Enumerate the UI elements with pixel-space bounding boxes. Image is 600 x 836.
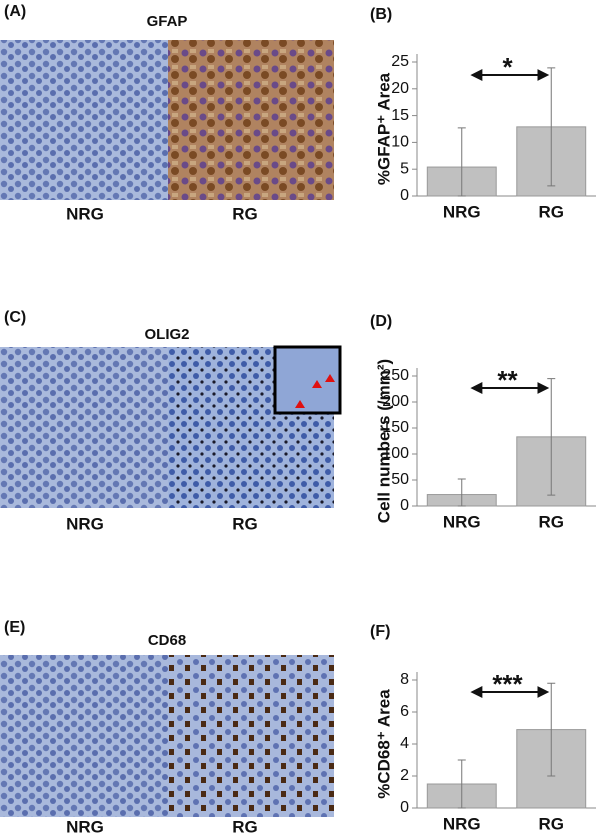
error-bar (457, 759, 466, 809)
y-tick-label: 250 (382, 367, 409, 384)
panel-label: (A) (4, 3, 26, 20)
x-tick-label: NRG (443, 512, 481, 531)
y-tick-label: 0 (400, 187, 409, 204)
error-bar (547, 378, 556, 496)
x-tick-label: RG (539, 512, 565, 531)
y-tick-label: 200 (382, 393, 409, 410)
error-bar (457, 127, 466, 197)
image-label: NRG (66, 514, 104, 533)
image-label: NRG (66, 817, 104, 836)
significance: *** (492, 669, 523, 699)
image-label: RG (232, 514, 258, 533)
y-tick-label: 8 (400, 671, 409, 688)
significance: ** (497, 365, 518, 395)
y-axis-label: %CD68⁺ Area (374, 689, 393, 799)
error-bar (457, 478, 466, 507)
panel-label: (C) (4, 309, 26, 326)
y-tick-label: 5 (400, 160, 409, 177)
y-tick-label: 2 (400, 767, 409, 784)
y-tick-label: 100 (382, 445, 409, 462)
micrograph (0, 40, 168, 200)
image-label: NRG (66, 204, 104, 223)
y-axis-label: Cell numbers (/mm²) (374, 359, 393, 523)
y-axis-label: %GFAP⁺ Area (374, 72, 393, 185)
x-tick-label: NRG (443, 814, 481, 833)
micrograph (168, 40, 334, 200)
panel-label: (D) (370, 313, 392, 330)
y-tick-label: 6 (400, 703, 409, 720)
micrograph (0, 655, 168, 817)
image-title: OLIG2 (144, 326, 189, 343)
image-title: GFAP (147, 13, 188, 30)
x-tick-label: RG (539, 814, 565, 833)
error-bar (547, 67, 556, 187)
y-tick-label: 0 (400, 799, 409, 816)
x-tick-label: NRG (443, 202, 481, 221)
panel-label: (F) (370, 623, 390, 640)
panel-label: (B) (370, 6, 392, 23)
image-label: RG (232, 204, 258, 223)
micrograph (168, 655, 334, 817)
y-tick-label: 0 (400, 497, 409, 514)
x-tick-label: RG (539, 202, 565, 221)
significance: * (502, 52, 513, 82)
y-tick-label: 10 (391, 134, 409, 151)
y-tick-label: 15 (391, 107, 409, 124)
y-tick-label: 25 (391, 53, 409, 70)
y-tick-label: 20 (391, 80, 409, 97)
micrograph (0, 347, 168, 508)
error-bar (547, 682, 556, 777)
panel-label: (E) (4, 619, 25, 636)
arrowheads (295, 374, 335, 408)
image-title: CD68 (148, 632, 186, 649)
y-tick-label: 50 (391, 471, 409, 488)
image-label: RG (232, 817, 258, 836)
y-tick-label: 4 (400, 735, 409, 752)
y-tick-label: 150 (382, 419, 409, 436)
